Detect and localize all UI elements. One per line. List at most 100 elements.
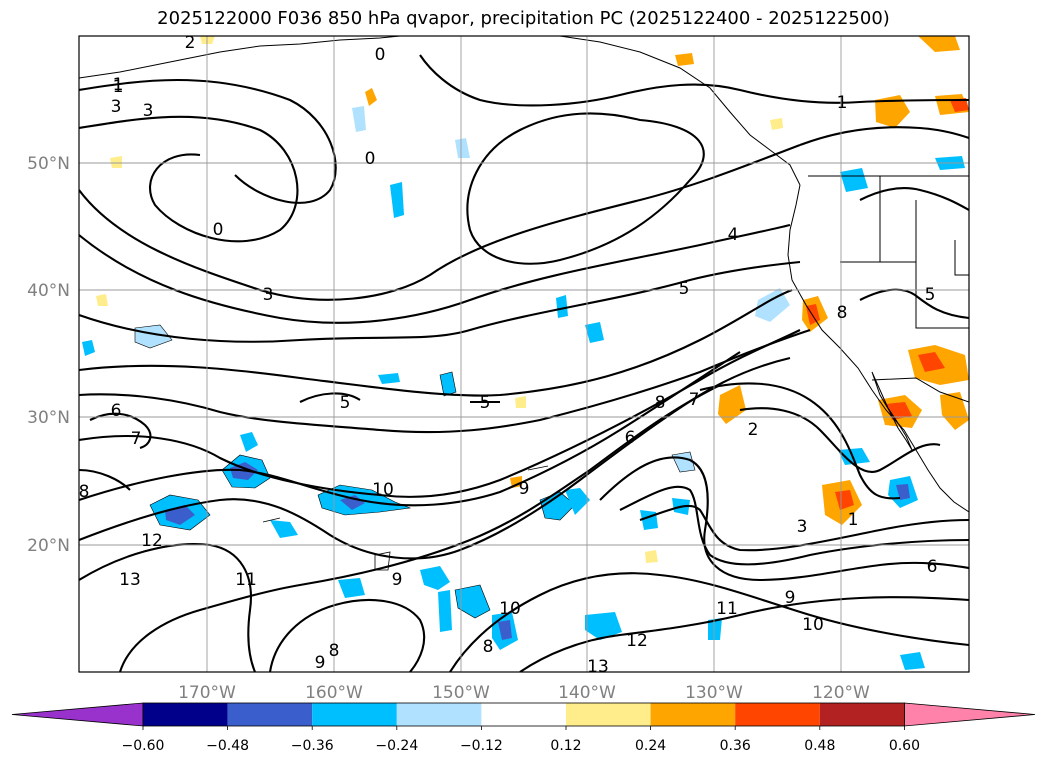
contour-label: 9	[392, 570, 403, 590]
colorbar-tick-label: −0.60	[122, 738, 165, 754]
precip-patch	[806, 304, 820, 325]
precip-patch	[950, 98, 969, 112]
contour-label: 0	[375, 45, 386, 65]
precip-patch	[240, 432, 258, 452]
map-frame	[78, 35, 970, 673]
border-us-mexico	[871, 377, 969, 403]
contour-label: 0	[365, 149, 376, 169]
longitude-label: 150°W	[432, 683, 490, 703]
precip-patch	[378, 373, 400, 384]
contour-label: 9	[519, 479, 530, 499]
contour-label: 0	[213, 220, 224, 240]
colorbar-bin	[396, 703, 482, 726]
contour-label: 3	[143, 101, 154, 121]
colorbar-frame	[142, 702, 905, 727]
contour-label: 7	[131, 429, 142, 449]
contour-label: 1	[113, 77, 124, 97]
contour-label: 3	[797, 517, 808, 537]
precip-patch	[900, 652, 925, 670]
contour-line	[89, 412, 152, 450]
contour-label: 13	[119, 570, 141, 590]
precip-patch	[454, 584, 491, 619]
precip-patch	[770, 118, 783, 130]
contour-label: 1	[837, 93, 848, 113]
contour-line	[79, 543, 256, 672]
colorbar-tick-label: −0.36	[291, 738, 334, 754]
colorbar-bin	[650, 703, 736, 726]
precipitation-shading	[82, 36, 969, 670]
precip-patch	[390, 182, 404, 218]
latitude-label: 40°N	[27, 281, 70, 301]
contour-label: 1	[113, 75, 124, 95]
contour-line	[79, 468, 131, 491]
colorbar-tick-label: −0.48	[206, 738, 249, 754]
precip-patch	[896, 484, 910, 500]
precip-patch	[585, 322, 604, 343]
colorbar-bin	[566, 703, 651, 726]
contour-line	[639, 504, 969, 552]
precip-patch	[134, 324, 173, 349]
colorbar-tick-label: 0.24	[635, 738, 666, 754]
latitude-labels: 50°N 40°N 30°N 20°N	[27, 154, 70, 556]
contour-line	[79, 223, 791, 324]
contour-line	[79, 351, 741, 507]
contour-line	[118, 384, 721, 672]
contour-line	[466, 112, 705, 265]
precip-patch	[585, 612, 622, 640]
precip-patch	[510, 476, 522, 488]
precip-patch	[675, 53, 694, 66]
colorbar-tick-label: −0.12	[460, 738, 503, 754]
contour-line	[268, 599, 426, 672]
contour-line	[599, 456, 969, 582]
contour-label: 12	[626, 631, 648, 651]
precip-patch	[352, 106, 366, 132]
contour-line	[699, 382, 901, 500]
contour-line	[79, 329, 811, 434]
contour-label: 10	[499, 599, 521, 619]
colorbar-tick-label: 0.36	[720, 738, 751, 754]
precip-patch	[200, 36, 215, 44]
precip-patch	[365, 88, 377, 106]
longitude-label: 160°W	[305, 683, 363, 703]
precip-patch	[82, 340, 95, 356]
contour-label: 8	[483, 637, 494, 657]
longitude-labels: 170°W 160°W 150°W 140°W 130°W 120°W	[178, 683, 870, 703]
contour-label: 10	[802, 615, 824, 635]
contour-line	[79, 260, 801, 343]
colorbar-tick-label: 0.48	[804, 738, 835, 754]
contour-label: 3	[263, 285, 274, 305]
contour-label: 10	[372, 480, 394, 500]
precip-patch	[338, 578, 365, 598]
precip-patch	[918, 352, 945, 372]
latitude-label: 50°N	[27, 154, 70, 174]
contour-label: 12	[141, 531, 163, 551]
contour-line	[449, 572, 969, 672]
precip-patch	[755, 288, 790, 322]
contour-label: 8	[329, 641, 340, 661]
contour-label: 6	[927, 557, 938, 577]
coastline-west	[787, 184, 969, 513]
colorbar-bin	[735, 703, 820, 726]
contour-label: 2	[748, 420, 759, 440]
precip-patch	[940, 392, 969, 430]
precip-patch	[565, 488, 590, 515]
precip-patch	[420, 566, 450, 590]
colorbar-extend-min	[11, 702, 144, 727]
contour-label: 11	[235, 570, 257, 590]
colorbar-tick-label: −0.24	[375, 738, 418, 754]
precip-patch	[835, 490, 854, 510]
contour-label: 2	[185, 33, 196, 53]
colorbar-bin	[819, 703, 905, 726]
precip-patch	[645, 550, 658, 563]
latitude-label: 20°N	[27, 536, 70, 556]
precip-patch	[918, 36, 960, 52]
precip-patch	[270, 520, 298, 538]
colorbar-bin	[481, 703, 566, 726]
contour-label: 5	[925, 285, 936, 305]
colorbar-extend-max	[904, 702, 1036, 727]
precip-patch	[875, 95, 910, 128]
longitude-label: 130°W	[685, 683, 743, 703]
longitude-label: 120°W	[812, 683, 870, 703]
